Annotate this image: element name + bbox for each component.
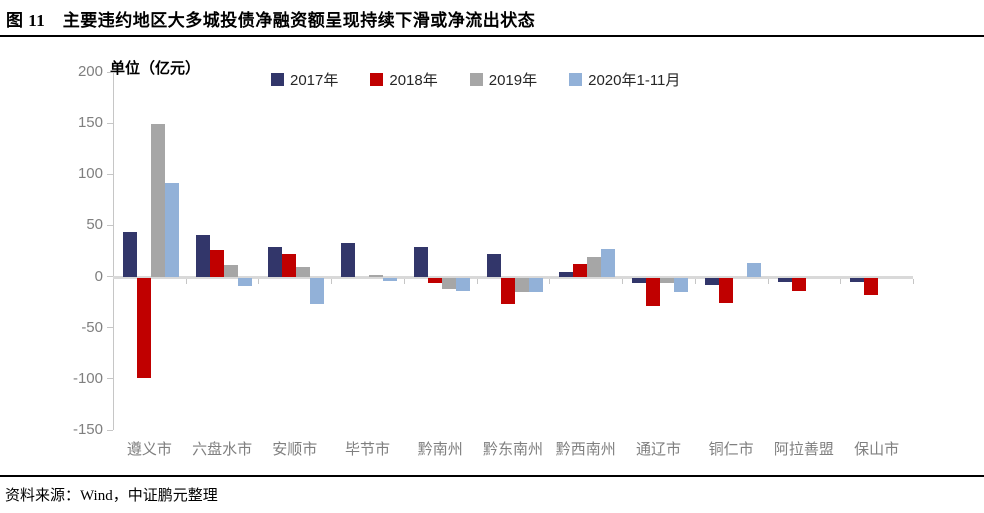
y-axis-tick: [107, 327, 113, 329]
bar-2018年-阿拉善盟: [791, 277, 806, 291]
legend-item: 2018年: [370, 69, 438, 90]
bar-2018年-黔南州: [427, 277, 442, 283]
y-tick-label: -50: [81, 318, 103, 336]
bar-2019年-黔西南州: [587, 257, 602, 277]
legend-label: 2017年: [290, 72, 339, 89]
bar-2019年-遵义市: [151, 124, 165, 277]
y-tick-label: 200: [77, 63, 103, 80]
bar-2018年-黔西南州: [573, 264, 588, 277]
x-category-label: 遵义市: [126, 441, 172, 458]
zero-axis-line: [113, 275, 913, 279]
x-category-label: 阿拉善盟: [773, 441, 834, 458]
bar-2018年-遵义市: [137, 277, 151, 378]
x-axis-tick: [185, 278, 187, 284]
y-tick-label: 150: [77, 114, 103, 132]
x-category-label: 安顺市: [272, 441, 318, 458]
bar-2018年-黔东南州: [500, 277, 515, 305]
y-tick-label: -100: [72, 369, 103, 387]
bar-2018年-通辽市: [646, 277, 661, 307]
bar-2019年-通辽市: [660, 277, 675, 283]
y-tick-label: 50: [86, 216, 103, 234]
legend-label: 2018年: [389, 72, 438, 89]
x-axis-tick: [840, 278, 842, 284]
y-axis-tick: [107, 429, 113, 431]
y-axis-tick: [107, 71, 113, 73]
x-axis-tick: [694, 278, 696, 284]
bar-2020年1-11月-黔南州: [455, 277, 470, 291]
x-axis-tick: [403, 278, 405, 284]
y-axis-line: [113, 72, 114, 430]
bar-2017年-六盘水市: [195, 234, 210, 277]
bar-2020年1-11月-遵义市: [165, 183, 179, 277]
chart-legend: 2017年 2018年 2019年 2020年1-11月: [271, 69, 680, 90]
x-axis-tick: [767, 278, 769, 284]
y-axis-tick: [107, 122, 113, 124]
bar-2020年1-11月-安顺市: [310, 277, 325, 305]
unit-label: 单位（亿元）: [110, 60, 201, 77]
x-category-label: 保山市: [854, 441, 900, 458]
x-axis-tick: [913, 278, 914, 284]
x-category-label: 通辽市: [635, 441, 681, 458]
x-axis-tick: [549, 278, 551, 284]
bar-2019年-黔南州: [441, 277, 456, 289]
y-axis-tick: [107, 276, 113, 278]
bar-2018年-六盘水市: [209, 249, 224, 277]
bar-2017年-黔南州: [413, 246, 428, 277]
x-category-label: 铜仁市: [708, 441, 754, 458]
legend-swatch-icon: [271, 73, 284, 86]
bar-2017年-黔东南州: [486, 254, 501, 277]
bar-2017年-黔西南州: [559, 272, 574, 277]
bar-2017年-安顺市: [268, 246, 283, 277]
bar-2019年-安顺市: [296, 267, 311, 277]
y-axis-tick: [107, 173, 113, 175]
x-axis-tick: [113, 278, 114, 284]
x-axis-tick: [331, 278, 333, 284]
x-category-label: 黔西南州: [555, 441, 616, 458]
y-axis-tick: [107, 224, 113, 226]
x-category-label: 六盘水市: [192, 441, 253, 458]
legend-label: 2019年: [488, 72, 538, 89]
y-tick-label: 100: [77, 165, 103, 183]
source-note: 资料来源：Wind，中证鹏元整理: [0, 475, 984, 513]
bar-2019年-毕节市: [369, 274, 384, 277]
legend-item: 2020年1-11月: [569, 69, 680, 90]
x-axis-tick: [476, 278, 478, 284]
legend-swatch-icon: [569, 73, 583, 86]
bar-2017年-毕节市: [341, 242, 356, 277]
bar-2019年-黔东南州: [514, 277, 529, 292]
legend-item: 2017年: [271, 69, 338, 90]
y-tick-label: -150: [72, 421, 103, 438]
bar-2018年-安顺市: [282, 254, 297, 277]
bar-2018年-保山市: [864, 277, 879, 295]
bar-2020年1-11月-六盘水市: [237, 277, 252, 286]
bar-2020年1-11月-铜仁市: [746, 263, 761, 277]
bar-2017年-遵义市: [123, 231, 137, 277]
bar-2017年-阿拉善盟: [777, 277, 792, 282]
x-axis-tick: [258, 278, 260, 284]
legend-label: 2020年1-11月: [588, 72, 681, 89]
bar-2020年1-11月-毕节市: [383, 277, 398, 281]
bar-2020年1-11月-黔东南州: [528, 277, 543, 292]
bar-2020年1-11月-通辽市: [674, 277, 689, 292]
y-tick-label: 0: [94, 267, 103, 285]
legend-swatch-icon: [370, 73, 384, 86]
source-text: 资料来源：Wind，中证鹏元整理: [5, 488, 218, 504]
bar-2019年-六盘水市: [223, 265, 238, 277]
x-category-label: 黔南州: [417, 441, 463, 458]
legend-item: 2019年: [469, 69, 538, 90]
bar-2020年1-11月-黔西南州: [601, 248, 616, 277]
x-category-label: 毕节市: [345, 441, 391, 458]
y-axis-tick: [107, 378, 113, 380]
x-category-label: 黔东南州: [482, 441, 543, 458]
legend-swatch-icon: [469, 73, 483, 86]
bar-2018年-铜仁市: [718, 277, 733, 304]
bar-2017年-铜仁市: [704, 277, 719, 285]
x-axis-tick: [622, 278, 624, 284]
bar-2017年-通辽市: [632, 277, 647, 283]
bar-2017年-保山市: [850, 277, 865, 282]
figure-title: 图 11 主要违约地区大多城投债净融资额呈现持续下滑或净流出状态: [0, 0, 984, 37]
